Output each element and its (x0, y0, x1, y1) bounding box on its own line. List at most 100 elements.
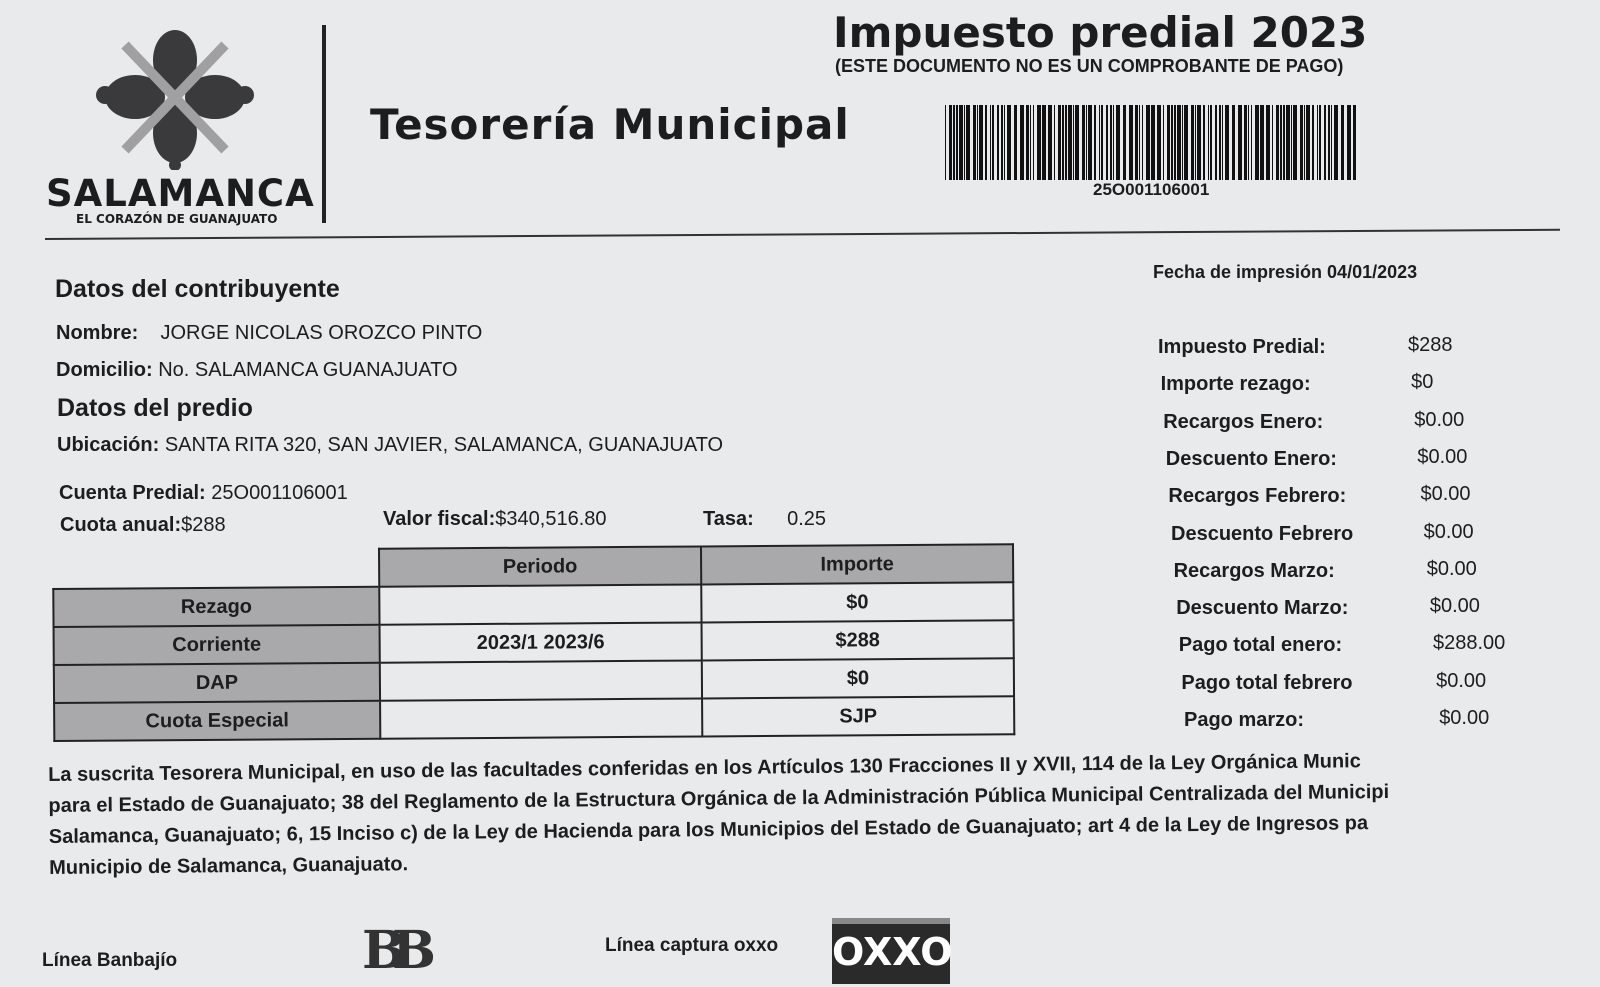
barcode-bar (966, 105, 970, 180)
summary-value: $0.00 (1414, 408, 1465, 431)
barcode-bar (1086, 105, 1087, 180)
barcode-bar (1266, 105, 1270, 180)
barcode-bar (1353, 105, 1356, 180)
barcode-bar (1054, 105, 1055, 180)
row-importe: $288 (701, 620, 1014, 661)
legal-text: La suscrita Tesorera Municipal, en uso d… (48, 744, 1600, 884)
summary-label: Pago total febrero (1181, 671, 1353, 694)
row-periodo (380, 698, 703, 739)
barcode-bar (1293, 105, 1297, 180)
barcode-bar (1007, 105, 1011, 180)
barcode-bar (1215, 105, 1217, 180)
barcode-bar (1203, 105, 1205, 180)
barcode-bar (1065, 105, 1067, 180)
barcode-bar (1101, 105, 1103, 180)
summary-label: Recargos Enero: (1163, 410, 1324, 433)
contribuyente-heading: Datos del contribuyente (55, 275, 340, 303)
barcode-bar (1272, 105, 1273, 180)
valor-label: Valor fiscal: (383, 508, 496, 530)
row-periodo (379, 584, 702, 625)
summary-label: Descuento Enero: (1165, 447, 1337, 470)
barcode-bar (1197, 105, 1201, 180)
barcode-bar (1116, 105, 1120, 180)
barcode-bar (1062, 105, 1064, 180)
domicilio-value: No. SALAMANCA GUANAJUATO (158, 359, 458, 381)
barcode-bar (1073, 105, 1074, 180)
barcode-bar (1232, 105, 1235, 180)
predio-heading: Datos del predio (57, 394, 253, 422)
barcode-bar (1014, 105, 1017, 180)
cuenta-row: Cuenta Predial: 25O001106001 (59, 482, 348, 505)
barcode-bar (1026, 105, 1029, 180)
summary-value: $288 (1408, 334, 1453, 356)
disclaimer: (ESTE DOCUMENTO NO ES UN COMPROBANTE DE … (835, 56, 1344, 76)
barcode-bar (1174, 105, 1176, 180)
table-header-row: Periodo Importe (53, 544, 1014, 589)
nombre-value: JORGE NICOLAS OROZCO PINTO (160, 322, 483, 344)
nombre-label: Nombre: (56, 322, 139, 344)
barcode-bar (1331, 105, 1332, 180)
summary-label: Importe rezago: (1160, 373, 1311, 396)
barcode-bar (1184, 105, 1188, 180)
barcode-bar (1042, 105, 1046, 180)
barcode-bar (1208, 105, 1209, 180)
ubicacion-value: SANTA RITA 320, SAN JAVIER, SALAMANCA, G… (164, 434, 724, 456)
header-rule (44, 228, 1560, 240)
row-concepto: Rezago (53, 586, 380, 627)
barcode-bar (1251, 105, 1252, 180)
table-row: Cuota Especial SJP (54, 696, 1015, 741)
summary-label: Pago marzo: (1184, 709, 1305, 731)
barcode-bar (1142, 105, 1143, 180)
barcode-bar (1020, 105, 1024, 180)
tasa-value: 0.25 (787, 508, 827, 530)
department-name: Tesorería Municipal (370, 100, 850, 149)
barcode-bar (1248, 105, 1249, 180)
barcode-bar (1167, 105, 1170, 180)
barcode-bar (956, 105, 958, 180)
summary-label: Descuento Marzo: (1176, 597, 1349, 620)
summary-value: $0.00 (1417, 445, 1468, 468)
barcode-bar (1195, 105, 1196, 180)
row-periodo (379, 660, 703, 701)
barcode-bar (1280, 105, 1282, 180)
barcode-bar (1163, 105, 1164, 180)
banbajio-label: Línea Banbajío (42, 950, 178, 971)
oxxo-logo-icon: OXXO (832, 918, 953, 984)
barcode-bar (1113, 105, 1114, 180)
barcode-bar (1177, 105, 1181, 180)
summary-value: $0.00 (1439, 707, 1490, 729)
barcode-bar (1255, 105, 1259, 180)
barcode-bar (1276, 105, 1279, 180)
barcode-bar (945, 105, 946, 180)
cuota-label: Cuota anual: (60, 514, 182, 536)
summary-label: Pago total enero: (1178, 634, 1343, 657)
barcode-bar (979, 105, 983, 180)
barcode-bar (1106, 105, 1108, 180)
oxxo-label: Línea captura oxxo (605, 935, 779, 956)
cuota-value: $288 (181, 514, 226, 536)
row-importe: $0 (701, 658, 1015, 699)
table-row: Corriente 2023/1 2023/6 $288 (53, 620, 1014, 665)
periods-table: Periodo Importe Rezago $0 Corriente 2023… (52, 543, 1015, 742)
summary-value: $0.00 (1423, 520, 1474, 543)
summary-label: Recargos Marzo: (1173, 559, 1335, 582)
nombre-row: Nombre: JORGE NICOLAS OROZCO PINTO (56, 322, 482, 345)
barcode-bar (1129, 105, 1133, 180)
barcode-bar (1099, 105, 1100, 180)
row-periodo: 2023/1 2023/6 (379, 622, 702, 663)
row-concepto: DAP (53, 662, 381, 703)
ubicacion-label: Ubicación: (57, 434, 160, 456)
summary-value: $0 (1411, 371, 1434, 394)
barcode-bar (1171, 105, 1173, 180)
valor-row: Valor fiscal:$340,516.80 (383, 508, 607, 531)
barcode-bar (1210, 105, 1212, 180)
row-concepto: Cuota Especial (54, 700, 381, 741)
barcode-bar (1260, 105, 1264, 180)
barcode-bar (1088, 105, 1092, 180)
cuenta-value: 25O001106001 (211, 482, 348, 504)
barcode-bar (1238, 105, 1242, 180)
barcode-bar (1347, 105, 1351, 180)
cuota-row: Cuota anual:$288 (60, 514, 226, 537)
barcode-bar (1033, 105, 1034, 180)
barcode-bar (1324, 105, 1326, 180)
